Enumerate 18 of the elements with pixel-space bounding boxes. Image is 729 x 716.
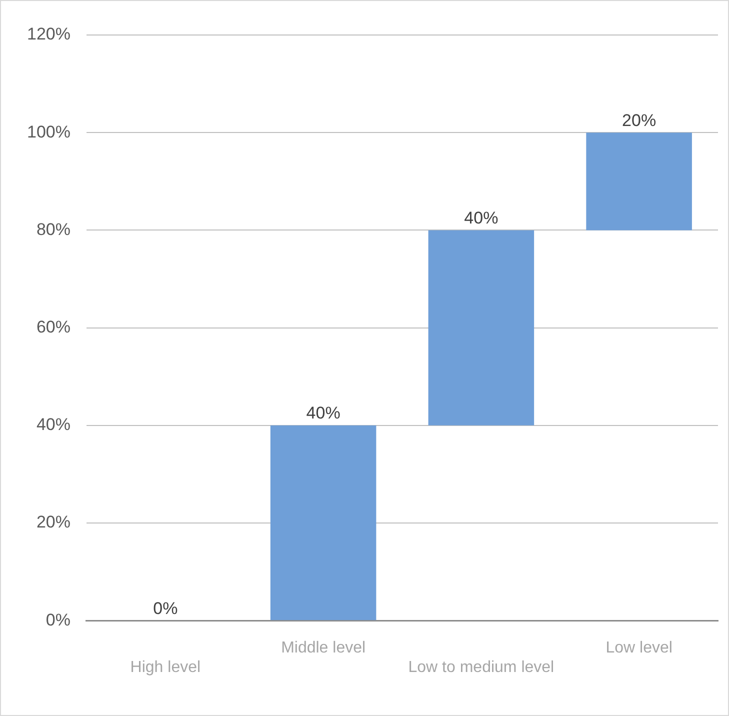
x-tick-label: Low level (606, 640, 672, 657)
data-label: 0% (153, 598, 178, 618)
data-label: 40% (306, 404, 340, 423)
y-tick-label: 20% (36, 512, 70, 532)
bar (586, 132, 692, 230)
bar (428, 230, 534, 426)
y-tick-label: 80% (36, 220, 70, 239)
x-tick-label: Middle level (281, 640, 366, 657)
y-tick-label: 0% (46, 610, 70, 630)
x-tick-label: High level (130, 658, 201, 676)
bar (270, 425, 376, 620)
y-tick-label: 60% (36, 317, 70, 336)
y-tick-label: 100% (26, 122, 70, 142)
y-tick-label: 120% (26, 24, 70, 44)
data-label: 20% (622, 110, 656, 130)
data-label: 40% (464, 208, 498, 228)
y-tick-label: 40% (36, 415, 70, 434)
x-tick-label: Low to medium level (408, 658, 554, 676)
